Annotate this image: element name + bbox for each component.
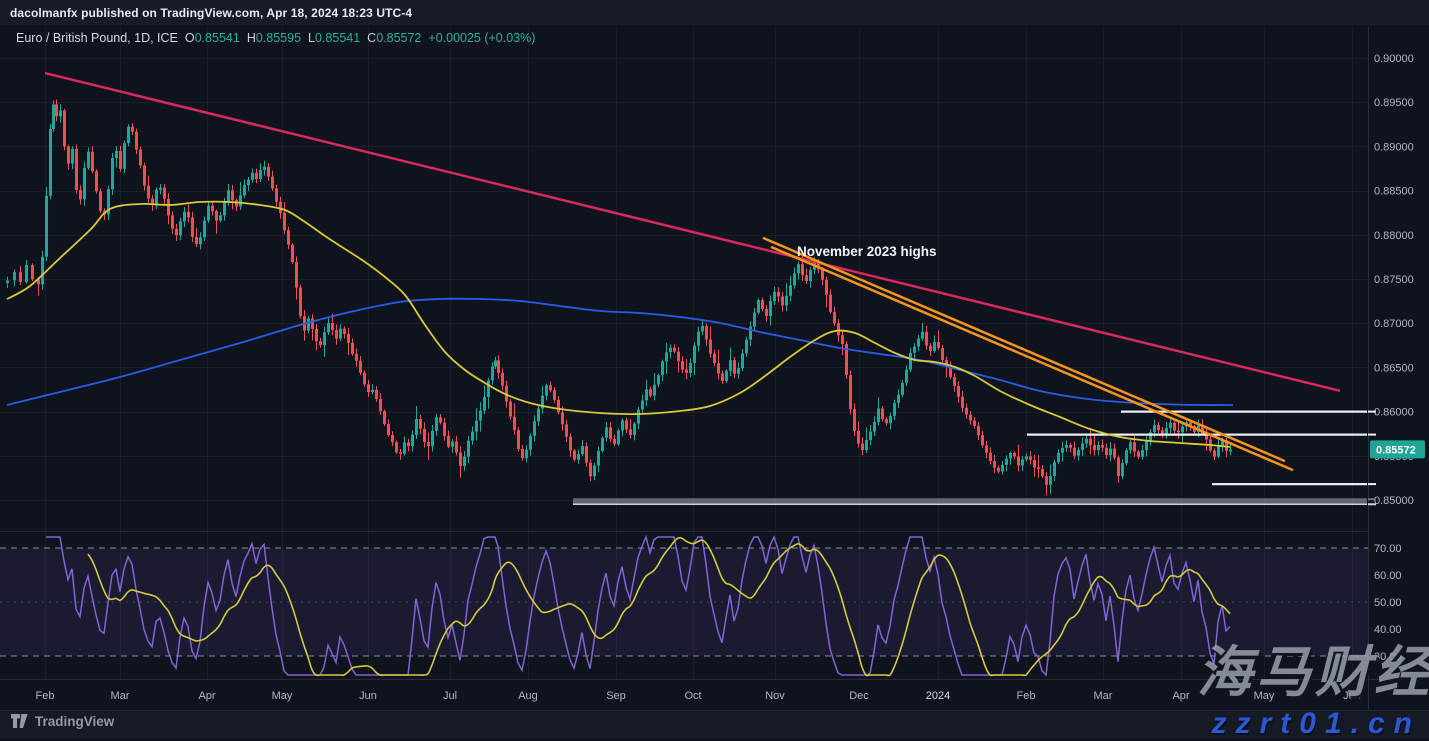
symbol-title: Euro / British Pound, 1D, ICE [16, 31, 178, 45]
time-tick-label: Mar [111, 690, 130, 702]
tradingview-logo-text: TradingView [35, 713, 115, 729]
time-tick-label: Apr [198, 690, 215, 702]
time-tick-label: Dec [849, 690, 869, 702]
open-label: O [184, 31, 195, 45]
moving-averages-layer [6, 200, 1234, 448]
tradingview-icon [11, 714, 28, 728]
tradingview-logo[interactable]: TradingView [10, 713, 114, 729]
high-value: 0.85595 [255, 31, 302, 45]
last-price-badge [1370, 440, 1425, 459]
time-tick-label: May [272, 690, 293, 702]
publish-info: dacolmanfx published on TradingView.com,… [10, 6, 413, 20]
price-axis[interactable]: 0.90000 0.89500 0.89000 0.88500 0.88000 0.875… [1368, 53, 1414, 663]
low-value: 0.85541 [314, 31, 361, 45]
annotation-november-highs[interactable]: November 2023 highs [797, 244, 937, 259]
price-tick-label: 0.88000 [1374, 230, 1414, 242]
close-value: 0.85572 [376, 31, 422, 45]
change-value: +0.00025 (+0.03%) [428, 31, 536, 45]
separators [0, 27, 1429, 710]
time-tick-label: 2024 [926, 690, 950, 702]
time-tick-label: Jul [443, 690, 457, 702]
price-tick-label: 0.87500 [1374, 274, 1414, 286]
candles-layer [6, 99, 1232, 496]
rsi-layer [46, 534, 1231, 677]
time-tick-label: Nov [765, 690, 785, 702]
bottom-strip [0, 710, 1429, 739]
price-tick-label: 0.86500 [1374, 362, 1414, 374]
price-tick-label: 0.90000 [1374, 53, 1414, 65]
time-tick-label: Oct [684, 690, 701, 702]
indicator-tick-label: 70.00 [1374, 543, 1402, 555]
watermark-chinese: 海马财经 [1196, 641, 1429, 703]
time-tick-label: Jun [359, 690, 377, 702]
price-tick-label: 0.87000 [1374, 318, 1414, 330]
time-tick-label: Feb [36, 690, 55, 702]
price-tick-label: 0.88500 [1374, 186, 1414, 198]
close-label: C [367, 31, 377, 45]
time-tick-label: Jun [1343, 690, 1361, 702]
open-value: 0.85541 [194, 31, 240, 45]
time-tick-label: Sep [606, 690, 626, 702]
levels-top-layer [1027, 410, 1367, 486]
time-axis[interactable]: Feb Mar Apr May Jun Jul Aug Sep Oct Nov Dec 2024 Feb… [36, 690, 1361, 702]
november-trendline-upper[interactable] [762, 236, 1286, 463]
top-bar: dacolmanfx published on TradingView.com,… [0, 0, 1429, 27]
november-trendline-lower[interactable] [770, 245, 1294, 472]
time-tick-label: Feb [1017, 690, 1036, 702]
watermark-url: zzrt01.cn [1211, 707, 1421, 740]
indicator-tick-label: 40.00 [1374, 624, 1402, 636]
time-tick-label: May [1254, 690, 1275, 702]
price-tick-label: 0.85000 [1374, 495, 1414, 507]
indicator-tick-label: 60.00 [1374, 570, 1402, 582]
time-tick-label: Aug [518, 690, 538, 702]
indicator-tick-label: 50.00 [1374, 597, 1402, 609]
price-tick-label: 0.89000 [1374, 141, 1414, 153]
price-badge: 0.85572 [1370, 440, 1425, 459]
trendlines-layer [44, 71, 1341, 472]
time-tick-label: Apr [1172, 690, 1189, 702]
rsi-line [46, 534, 1231, 677]
price-tick-label: 0.89500 [1374, 97, 1414, 109]
support-zone [573, 498, 1367, 505]
indicator-tick-label: 30.00 [1374, 651, 1402, 663]
time-tick-label: Mar [1094, 690, 1113, 702]
symbol-header[interactable]: Euro / British Pound, 1D, ICE O0.85541 H… [16, 31, 535, 45]
descending-resistance[interactable] [44, 71, 1341, 393]
ma-fast-yellow [6, 200, 1231, 448]
ma-slow-blue [6, 297, 1234, 406]
low-label: L [308, 31, 315, 45]
high-label: H [246, 31, 256, 45]
price-tick-label: 0.86000 [1374, 407, 1414, 419]
rsi-ma-line [87, 537, 1231, 677]
levels-layer [573, 498, 1367, 506]
last-price-value: 0.85572 [1376, 444, 1416, 456]
